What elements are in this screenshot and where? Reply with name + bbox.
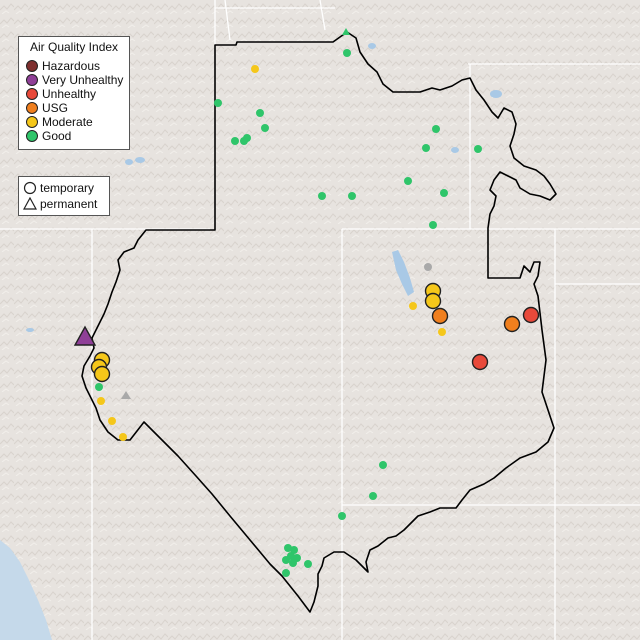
monitor-point [343, 49, 351, 57]
monitor-point [424, 292, 442, 310]
monitor-point [379, 461, 387, 469]
monitor-point [471, 353, 489, 371]
monitor-point [348, 192, 356, 200]
usg-monitors [431, 307, 521, 333]
legend-item-label: Moderate [42, 115, 93, 129]
monitor-point [522, 306, 540, 324]
unhealthy-monitors [471, 306, 540, 371]
monitor-point [438, 328, 446, 336]
monitor-point [97, 397, 105, 405]
legend-item-label: Hazardous [42, 59, 101, 73]
monitor-point-permanent [342, 28, 350, 35]
monitor-point [119, 433, 127, 441]
monitor-point [432, 125, 440, 133]
ocean [0, 540, 52, 640]
unhealthy-swatch-icon [26, 88, 38, 100]
monitor-point [231, 137, 239, 145]
monitor-point [422, 144, 430, 152]
region-outline [81, 31, 557, 613]
good-monitors [95, 49, 482, 577]
monitor-type-legend: temporary permanent [18, 176, 110, 216]
monitor-point [240, 137, 248, 145]
moderate-monitors-large [90, 282, 442, 383]
lakes [26, 43, 502, 332]
monitor-point [474, 145, 482, 153]
monitor-point [304, 560, 312, 568]
legend-item-label: USG [42, 101, 69, 115]
monitor-point [369, 492, 377, 500]
usg-swatch-icon [26, 102, 38, 114]
moderate-monitors-small [97, 65, 446, 441]
hazardous-swatch-icon [26, 60, 38, 72]
monitor-point [289, 559, 297, 567]
monitor-point [95, 383, 103, 391]
monitor-point [338, 512, 346, 520]
monitor-point-nodata [424, 263, 432, 271]
legend-item-label: temporary [40, 181, 95, 195]
monitor-point [108, 417, 116, 425]
monitor-point [503, 315, 521, 333]
good-swatch-icon [26, 130, 38, 142]
monitor-point [282, 569, 290, 577]
monitor-point-nodata-permanent [121, 391, 131, 399]
very-unhealthy-swatch-icon [26, 74, 38, 86]
monitor-point [318, 192, 326, 200]
monitor-point [440, 189, 448, 197]
moderate-swatch-icon [26, 116, 38, 128]
monitor-point [214, 99, 222, 107]
aqi-legend: Air Quality Index Hazardous Very Unhealt… [18, 36, 130, 150]
monitor-point [251, 65, 259, 73]
monitor-point [282, 556, 290, 564]
monitor-point [256, 109, 264, 117]
legend-item-label: permanent [40, 197, 98, 211]
triangle-icon [23, 197, 37, 210]
legend-item-label: Very Unhealthy [42, 73, 124, 87]
monitor-point [404, 177, 412, 185]
legend-title: Air Quality Index [30, 40, 119, 54]
monitor-point-permanent [73, 325, 97, 346]
monitor-point [429, 221, 437, 229]
monitor-point [261, 124, 269, 132]
circle-icon [23, 181, 37, 195]
monitor-point [93, 365, 111, 383]
monitors [73, 28, 540, 577]
monitor-point [290, 546, 298, 554]
monitor-point [409, 302, 417, 310]
legend-item-label: Good [42, 129, 72, 143]
legend-item-label: Unhealthy [42, 87, 97, 101]
monitor-point [431, 307, 449, 325]
